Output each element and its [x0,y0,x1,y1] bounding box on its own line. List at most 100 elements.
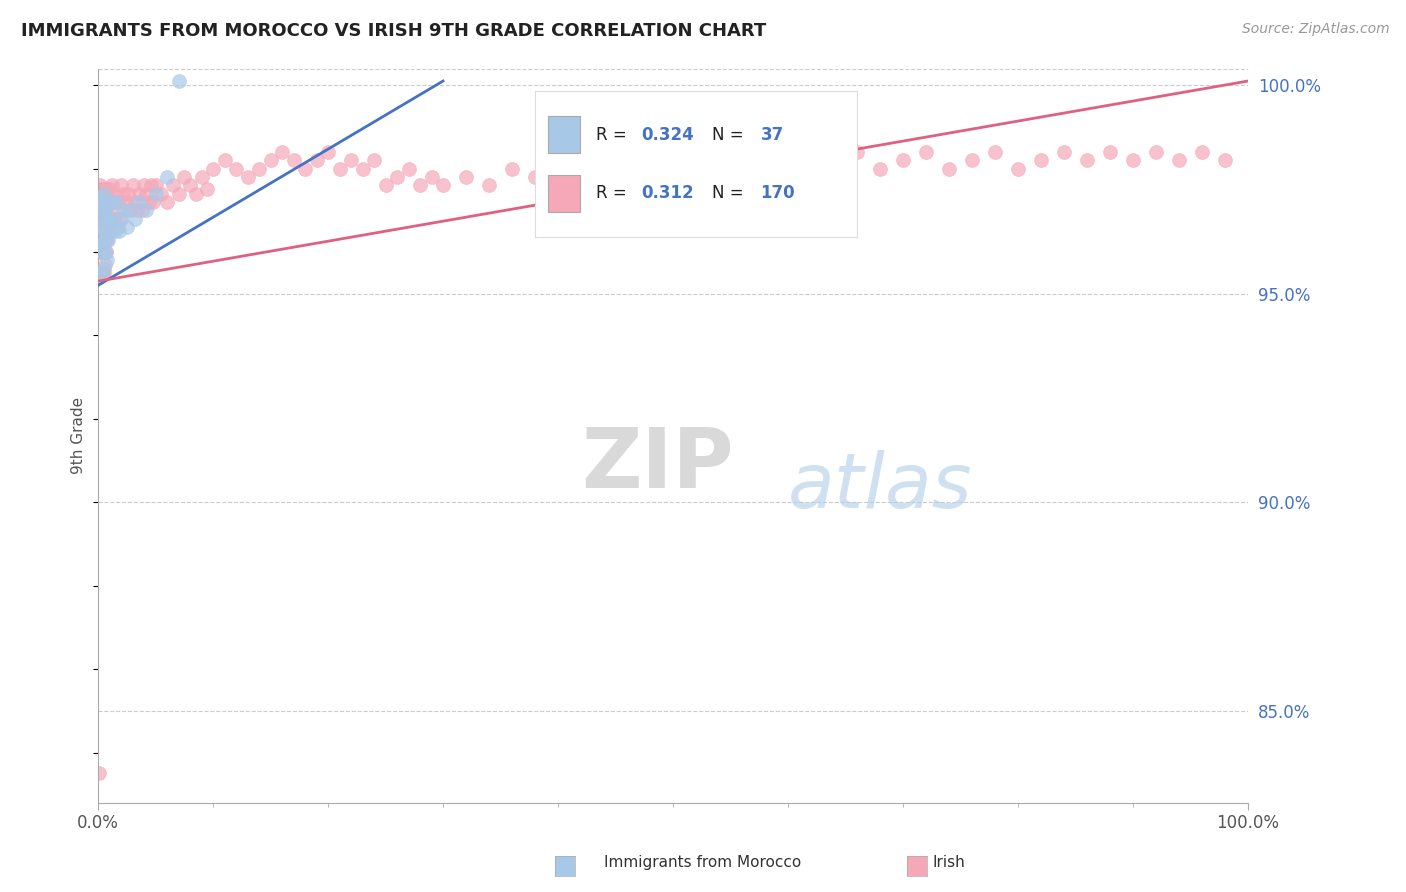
Point [89,766,111,780]
Point [107,219,129,234]
Point [120,203,142,218]
Point [1007,161,1029,176]
Point [103,211,125,226]
Point [501,161,523,176]
Point [145,186,167,201]
Point [984,145,1007,159]
Point [94,186,117,201]
Point [195,182,218,196]
Point [89,219,111,234]
Point [167,74,190,88]
Point [1144,145,1167,159]
Point [138,194,160,209]
Point [283,153,305,168]
Point [93,224,115,238]
Point [135,186,157,201]
Point [150,186,173,201]
Point [225,161,247,176]
Point [328,161,350,176]
Point [100,194,122,209]
Point [271,145,294,159]
Point [179,178,201,193]
Point [846,145,869,159]
Point [90,186,112,201]
Point [101,194,124,209]
Point [115,219,138,234]
Point [145,178,167,193]
Point [91,245,114,260]
Point [110,211,132,226]
Point [101,194,124,209]
Point [754,161,776,176]
Point [823,153,845,168]
Point [1076,153,1098,168]
Point [90,236,112,251]
Point [89,211,111,226]
Point [97,219,120,234]
Point [93,224,115,238]
Point [89,191,111,205]
Text: Irish: Irish [932,855,966,870]
Point [139,178,162,193]
Point [1098,145,1121,159]
Point [94,203,117,218]
Point [1213,153,1236,168]
Point [101,216,124,230]
Point [120,203,142,218]
Point [685,169,707,184]
Point [707,161,730,176]
Point [89,245,111,260]
Point [420,169,443,184]
Point [190,169,212,184]
Point [114,194,136,209]
Point [91,203,114,218]
Point [110,178,132,193]
Point [112,203,135,218]
Point [731,153,754,168]
Point [96,211,118,226]
Point [662,153,685,168]
Text: ZIP: ZIP [581,425,734,506]
Point [107,224,129,238]
Point [524,169,547,184]
Point [638,161,661,176]
Point [156,194,179,209]
Point [93,261,115,276]
Point [94,245,117,260]
Point [214,153,236,168]
Point [593,178,616,193]
Point [97,233,120,247]
Point [91,194,114,209]
Point [891,153,914,168]
Point [89,219,111,234]
Point [305,153,328,168]
Point [96,233,118,247]
Point [94,211,117,226]
Point [101,178,124,193]
Point [1191,145,1213,159]
Point [89,178,111,193]
Point [108,211,131,226]
Point [97,194,120,209]
Point [91,182,114,196]
Point [409,178,432,193]
Point [96,211,118,226]
Point [167,186,190,201]
Point [94,194,117,209]
Point [93,266,115,280]
Point [1122,153,1144,168]
Point [107,194,129,209]
Point [98,182,121,196]
Point [915,145,938,159]
Point [1053,145,1076,159]
Point [135,203,157,218]
Point [96,253,118,268]
Point [162,178,184,193]
Point [117,186,139,201]
Point [128,194,150,209]
Point [259,153,281,168]
Point [128,186,150,201]
Y-axis label: 9th Grade: 9th Grade [72,397,86,475]
Point [98,211,121,226]
Point [121,178,143,193]
